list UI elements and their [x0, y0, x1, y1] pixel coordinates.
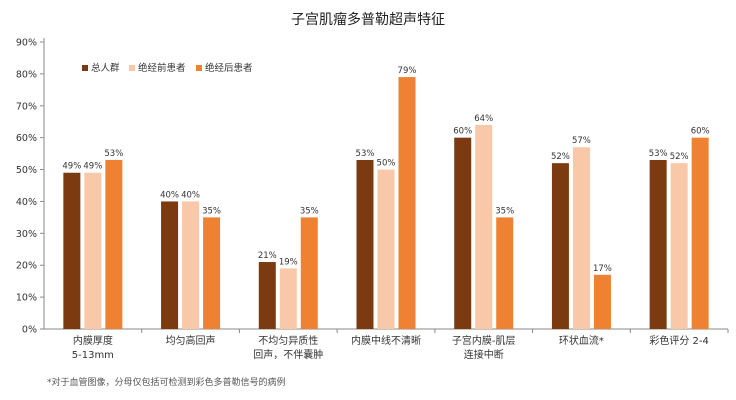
y-tick-label: 70%: [16, 101, 37, 112]
bar: [572, 147, 590, 329]
y-tick-label: 10%: [16, 293, 37, 304]
chart-title: 子宫肌瘤多普勒超声特征: [291, 11, 445, 28]
x-tick-label: 不均匀异质性: [258, 334, 318, 347]
data-label: 35%: [300, 206, 319, 216]
x-tick-label: 环状血流*: [559, 334, 604, 347]
footnote: *对于血管图像，分母仅包括可检测到彩色多普勒信号的病例: [47, 376, 286, 388]
x-tick-label: 彩色评分 2-4: [649, 334, 709, 347]
data-label: 79%: [398, 66, 417, 76]
data-label: 40%: [160, 190, 179, 200]
data-label: 19%: [279, 257, 298, 267]
y-tick-label: 40%: [16, 197, 37, 208]
data-label: 64%: [474, 114, 493, 124]
x-tick-label: 均匀高回声: [166, 334, 216, 347]
bar: [161, 201, 179, 329]
bar: [496, 217, 514, 329]
y-tick-label: 90%: [16, 38, 37, 49]
bar: [475, 124, 493, 330]
x-tick-label: 子宫内膜-肌层: [452, 334, 516, 347]
bar: [649, 159, 667, 329]
bar: [63, 172, 81, 329]
bar: [279, 268, 297, 329]
bar: [182, 201, 200, 329]
x-tick-label: 内膜中线不清晰: [351, 334, 421, 347]
legend-label: 绝经后患者: [205, 62, 253, 74]
x-tick-label: 5-13mm: [72, 350, 114, 361]
bar: [551, 163, 569, 329]
data-label: 53%: [356, 149, 375, 159]
data-label: 52%: [551, 152, 570, 162]
bar: [356, 159, 374, 329]
y-tick-label: 30%: [16, 229, 37, 240]
plot-area: 0%10%20%30%40%50%60%70%80%90%49% 49%53%内膜…: [16, 38, 729, 361]
y-tick-label: 80%: [16, 69, 37, 80]
bar: [377, 169, 395, 329]
x-tick-label: 回声，不伴囊肿: [253, 348, 323, 361]
bar: [593, 274, 611, 329]
data-label: 57%: [572, 136, 591, 146]
legend-swatch: [196, 65, 202, 71]
bar: [105, 159, 123, 329]
data-label: 49%: [62, 162, 81, 172]
bar: [84, 172, 102, 329]
bar: [300, 217, 318, 329]
y-tick-label: 60%: [16, 133, 37, 144]
data-label: 40%: [181, 190, 200, 200]
data-label: 35%: [202, 206, 221, 216]
bar: [670, 163, 688, 329]
data-label: 35%: [495, 206, 514, 216]
data-label: 60%: [691, 127, 710, 137]
data-label: 50%: [377, 159, 396, 169]
data-label: 52%: [670, 152, 689, 162]
data-label: 53%: [649, 149, 668, 159]
bar: [691, 137, 709, 329]
legend-swatch: [129, 65, 135, 71]
legend-label: 总人群: [91, 62, 120, 74]
bar: [203, 217, 221, 329]
data-label: 17%: [593, 264, 612, 274]
y-tick-label: 50%: [16, 165, 37, 176]
bar: [258, 262, 276, 329]
data-label: 49%: [83, 162, 102, 172]
bar: [454, 137, 472, 329]
y-tick-label: 20%: [16, 261, 37, 272]
y-tick-label: 0%: [22, 325, 37, 336]
legend: 总人群 绝经前患者 绝经后患者: [82, 62, 253, 74]
x-tick-label: 连接中断: [464, 348, 504, 361]
data-label: 60%: [453, 127, 472, 137]
data-label: 53%: [104, 149, 123, 159]
legend-swatch: [82, 65, 88, 71]
x-tick-label: 内膜厚度: [73, 334, 113, 347]
data-label: 21%: [258, 251, 277, 261]
legend-label: 绝经前患者: [138, 62, 186, 74]
bar: [398, 77, 416, 329]
